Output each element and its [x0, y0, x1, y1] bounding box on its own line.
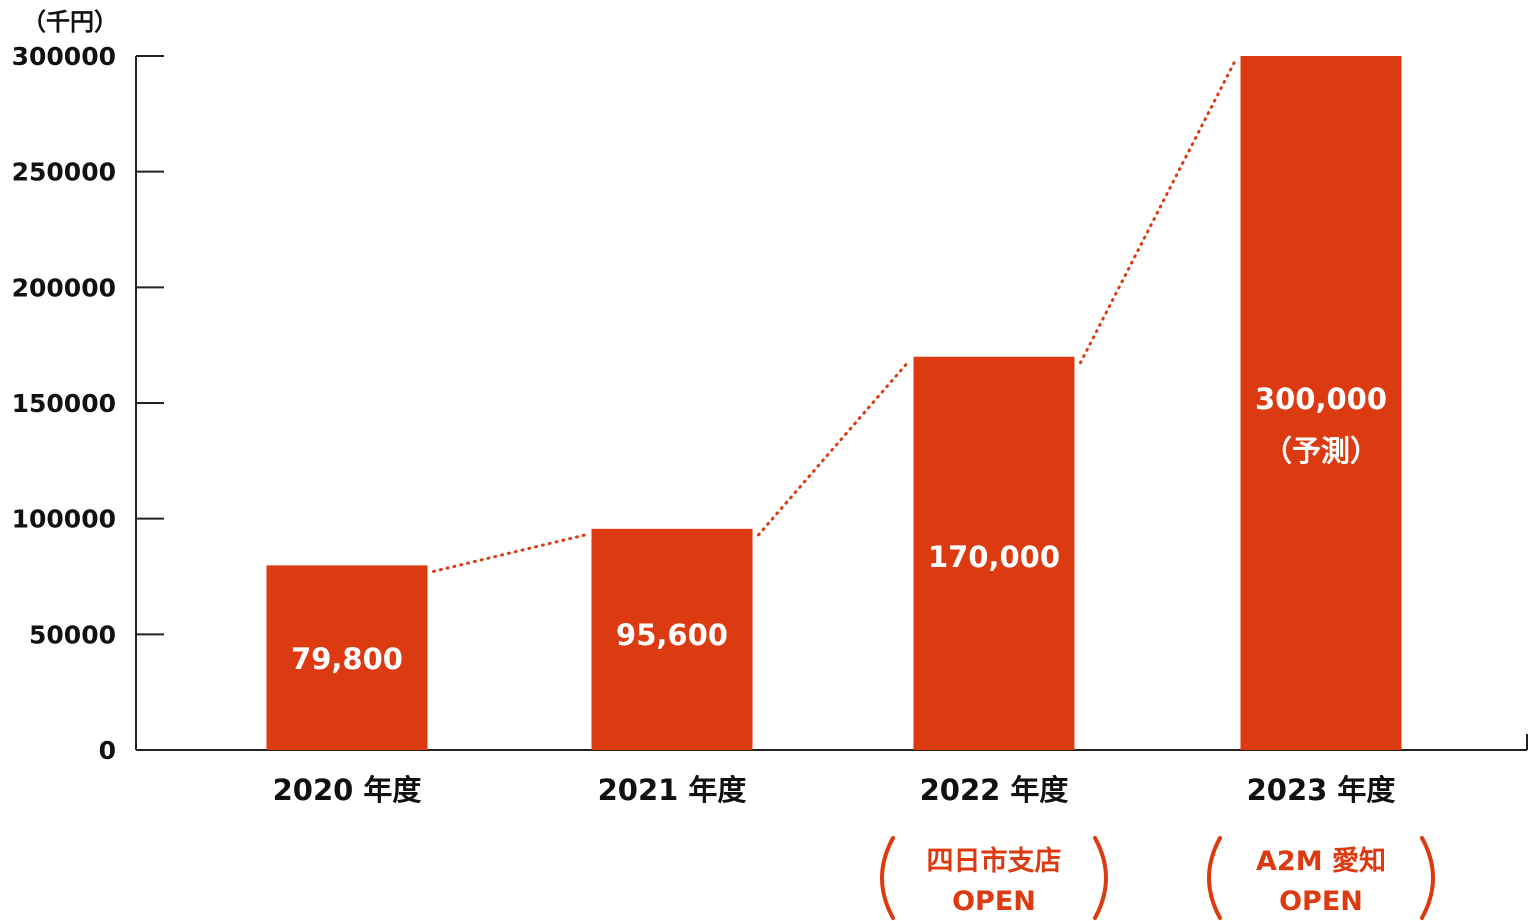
bar-value-label: （予測）: [1263, 434, 1379, 468]
bar: [266, 565, 428, 750]
bar-value-label: 170,000: [928, 540, 1060, 574]
trend-connector: [432, 533, 587, 573]
left-paren: [1207, 836, 1222, 920]
x-category-label: 2023 年度: [1247, 773, 1396, 807]
bar: [913, 356, 1075, 750]
bar-value-label: 79,800: [291, 642, 403, 676]
x-category-label: 2022 年度: [920, 773, 1069, 807]
y-tick-label: 250000: [12, 158, 116, 187]
y-tick-label: 100000: [12, 505, 116, 534]
y-unit-label: （千円）: [22, 8, 118, 36]
x-category-label: 2020 年度: [273, 773, 422, 807]
x-category-label: 2021 年度: [598, 773, 747, 807]
annotation-label: OPEN: [952, 886, 1036, 917]
bar: [1240, 56, 1402, 750]
y-tick-label: 50000: [29, 620, 116, 649]
annotation-label: A2M 愛知: [1256, 846, 1386, 877]
right-paren: [1093, 836, 1108, 920]
right-paren: [1420, 836, 1435, 920]
annotation-label: 四日市支店: [927, 845, 1062, 877]
y-tick-label: 0: [99, 736, 116, 765]
y-tick-label: 150000: [12, 389, 116, 418]
left-paren: [880, 836, 895, 920]
bar-value-label: 300,000: [1255, 382, 1387, 416]
y-tick-label: 200000: [12, 273, 116, 302]
trend-connector: [1079, 60, 1236, 365]
y-tick-label: 300000: [12, 42, 116, 71]
bar-value-label: 95,600: [616, 618, 728, 652]
trend-connector: [757, 361, 909, 537]
bar: [591, 528, 753, 750]
annotation-label: OPEN: [1279, 886, 1363, 917]
